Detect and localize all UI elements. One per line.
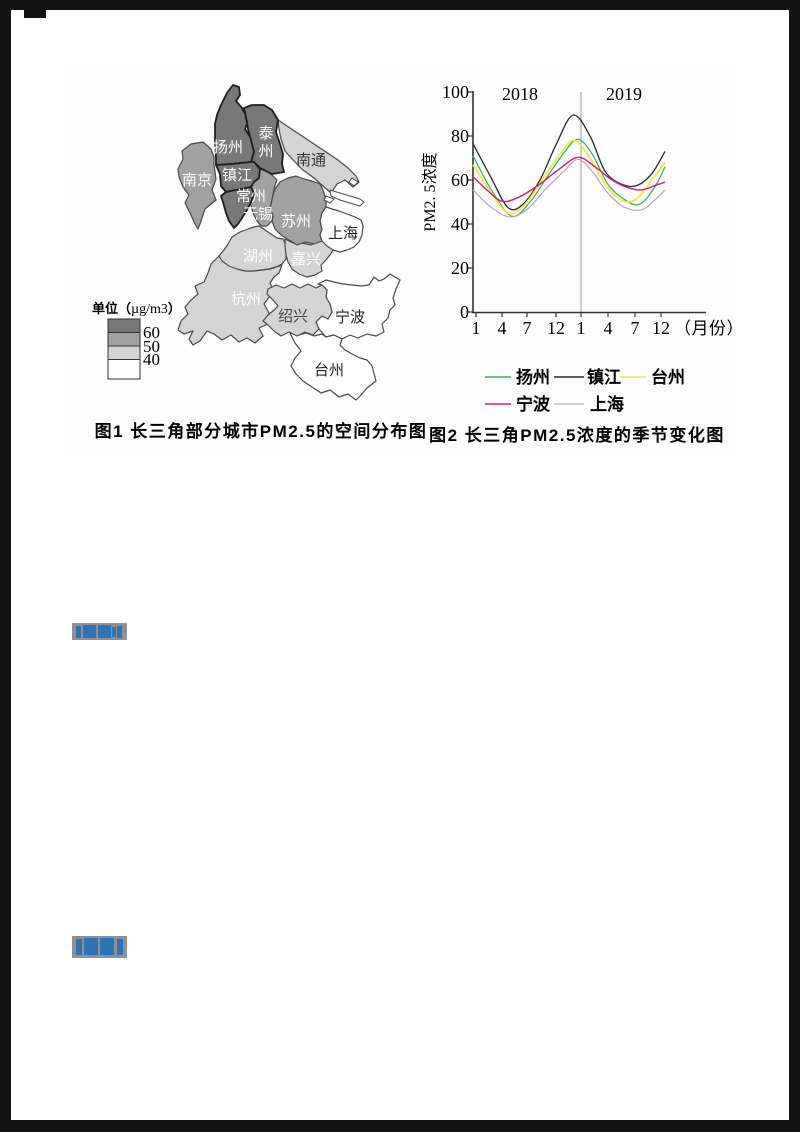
svg-text:图1 长三角部分城市PM2.5的空间分布图: 图1 长三角部分城市PM2.5的空间分布图 xyxy=(95,421,428,441)
svg-text:60: 60 xyxy=(451,170,469,190)
svg-text:扬州: 扬州 xyxy=(213,139,243,156)
svg-text:12: 12 xyxy=(652,318,670,338)
svg-text:1: 1 xyxy=(577,318,586,338)
svg-text:杭州: 杭州 xyxy=(231,291,261,308)
svg-text:80: 80 xyxy=(451,126,469,146)
svg-text:镇江: 镇江 xyxy=(587,367,621,387)
svg-text:0: 0 xyxy=(460,302,469,322)
svg-text:宁波: 宁波 xyxy=(516,394,551,414)
svg-text:7: 7 xyxy=(631,318,640,338)
svg-text:40: 40 xyxy=(451,214,469,234)
svg-text:嘉兴: 嘉兴 xyxy=(291,251,321,268)
svg-text:湖州: 湖州 xyxy=(243,248,273,265)
svg-text:20: 20 xyxy=(451,258,469,278)
svg-text:2019: 2019 xyxy=(606,84,642,104)
svg-text:1: 1 xyxy=(472,318,481,338)
svg-text:60: 60 xyxy=(143,323,160,342)
svg-text:上海: 上海 xyxy=(590,394,624,414)
svg-text:州: 州 xyxy=(258,143,273,160)
svg-text:上海: 上海 xyxy=(328,225,358,242)
svg-text:南京: 南京 xyxy=(182,172,212,189)
svg-text:单位（µg/m3）: 单位（µg/m3） xyxy=(92,301,181,317)
svg-text:100: 100 xyxy=(442,82,469,102)
svg-text:（月份）: （月份） xyxy=(674,319,736,338)
svg-text:12: 12 xyxy=(547,318,565,338)
svg-text:图2 长三角PM2.5浓度的季节变化图: 图2 长三角PM2.5浓度的季节变化图 xyxy=(429,425,725,445)
svg-text:台州: 台州 xyxy=(314,362,344,379)
svg-text:50: 50 xyxy=(143,337,160,356)
svg-text:7: 7 xyxy=(523,318,532,338)
svg-text:泰: 泰 xyxy=(258,125,273,142)
svg-text:PM2. 5浓度: PM2. 5浓度 xyxy=(421,152,439,231)
svg-text:台州: 台州 xyxy=(651,367,685,387)
svg-text:无锡: 无锡 xyxy=(243,206,273,223)
svg-text:40: 40 xyxy=(143,350,160,369)
svg-text:绍兴: 绍兴 xyxy=(278,308,308,325)
svg-text:4: 4 xyxy=(604,318,613,338)
svg-text:扬州: 扬州 xyxy=(516,367,550,387)
svg-text:镇江: 镇江 xyxy=(222,167,252,184)
svg-text:2018: 2018 xyxy=(502,84,538,104)
svg-text:常州: 常州 xyxy=(236,188,266,205)
svg-text:南通: 南通 xyxy=(296,152,326,169)
svg-text:4: 4 xyxy=(498,318,507,338)
svg-text:宁波: 宁波 xyxy=(335,309,365,326)
svg-text:苏州: 苏州 xyxy=(281,213,311,230)
